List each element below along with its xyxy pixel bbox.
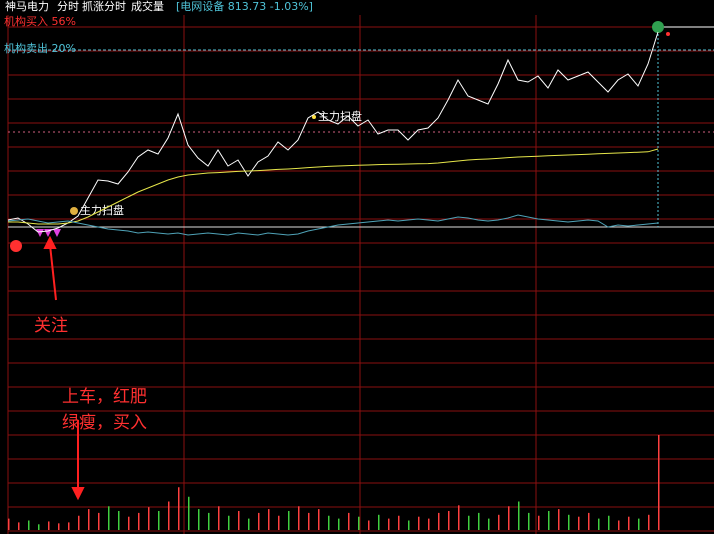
volume-bar (388, 518, 390, 530)
volume-bar (218, 506, 220, 530)
volume-bar (508, 506, 510, 530)
volume-bar (498, 514, 500, 530)
volume-bar (188, 496, 190, 530)
volume-bar (658, 435, 660, 530)
tab: 分时 (57, 0, 79, 13)
volume-bar (348, 512, 350, 530)
price-line (7, 31, 659, 233)
volume-bar (428, 518, 430, 530)
volume-bar (368, 520, 370, 530)
volume-bar (598, 518, 600, 530)
volume-bar (68, 522, 70, 530)
volume-bar (468, 515, 470, 530)
signal-icons (36, 229, 61, 237)
volume-bar (608, 515, 610, 530)
volume-bar (158, 511, 160, 530)
volume-bar (258, 512, 260, 530)
volume-bar (488, 518, 490, 530)
volume-bar (438, 512, 440, 530)
volume-bar (238, 511, 240, 530)
volume-bar (398, 515, 400, 530)
volume-bar (448, 511, 450, 530)
buy-label: 机构买入 56% (4, 14, 76, 28)
volume-bar (338, 518, 340, 530)
volume-bar (168, 501, 170, 530)
arrows (43, 235, 85, 501)
volume-bar (38, 524, 40, 530)
index-label: [电网设备 813.73 -1.03%] (176, 0, 313, 13)
sweep-icon (312, 115, 316, 119)
volume-bar (568, 514, 570, 530)
sweep-icon (70, 207, 78, 215)
volume-bar (628, 516, 630, 530)
volume-bar (148, 507, 150, 530)
tab: 成交量 (131, 0, 164, 13)
volume-bar (128, 516, 130, 530)
volume-bar (408, 520, 410, 530)
volume-bar (638, 518, 640, 530)
volume-bar (478, 512, 480, 530)
marker-dot (666, 32, 670, 36)
annotation: 上车，红肥 (62, 387, 147, 407)
volume-bar (48, 521, 50, 530)
volume-bar (618, 520, 620, 530)
volume-bar (138, 512, 140, 530)
volume-bar (198, 509, 200, 530)
volume-bar (298, 506, 300, 530)
volume-bar (588, 512, 590, 530)
annotation: 关注 (34, 316, 68, 336)
volume-bar (118, 511, 120, 530)
volume-bar (308, 512, 310, 530)
volume-bar (328, 515, 330, 530)
volume-bar (278, 515, 280, 530)
volume-bar (288, 511, 290, 530)
tab: 抓涨分时 (82, 0, 126, 13)
volume-bar (528, 512, 530, 530)
volume-bar (648, 514, 650, 530)
volume-bar (28, 520, 30, 530)
volume-bar (178, 487, 180, 530)
volume-bar (358, 516, 360, 530)
volume-bar (548, 511, 550, 530)
volume-bar (268, 509, 270, 530)
volume-bar (418, 516, 420, 530)
grid (7, 15, 714, 534)
volume-bar (228, 515, 230, 530)
volume-bar (458, 505, 460, 530)
volume-bar (58, 523, 60, 530)
annotation: 主力扫盘 (318, 109, 362, 123)
stock-name: 神马电力 (5, 0, 49, 13)
price-line (7, 214, 659, 236)
volume-bar (88, 509, 90, 530)
volume-bar (208, 512, 210, 530)
marker-icon (10, 240, 22, 252)
volume-bar (318, 509, 320, 530)
volume-bar (378, 514, 380, 530)
annotation: 绿瘦，买入 (62, 413, 147, 433)
volume-bar (8, 518, 10, 530)
volume-bar (108, 506, 110, 530)
volume-bar (98, 512, 100, 530)
volume-bar (558, 509, 560, 530)
volume-bar (78, 515, 80, 530)
sell-label: 机构卖出 20% (4, 41, 76, 55)
volume-bar (248, 518, 250, 530)
volume-bar (18, 522, 20, 530)
marker-icon (652, 21, 664, 33)
volume-bar (578, 516, 580, 530)
volume-bar (538, 515, 540, 530)
volume-bar (518, 501, 520, 530)
price-line (8, 148, 659, 225)
